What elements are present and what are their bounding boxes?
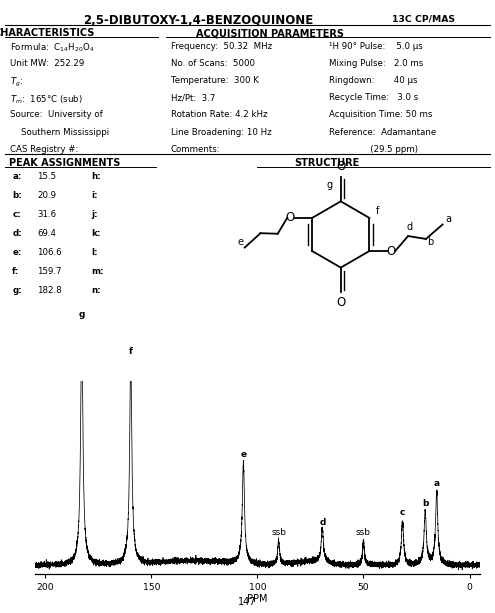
Text: b: b xyxy=(422,499,428,508)
Text: ssb: ssb xyxy=(356,528,371,536)
Text: f:: f: xyxy=(12,267,20,276)
Text: e: e xyxy=(241,451,247,459)
Text: d:: d: xyxy=(12,229,22,238)
Text: ACQUISITION PARAMETERS: ACQUISITION PARAMETERS xyxy=(196,28,344,38)
Text: e: e xyxy=(238,237,244,246)
Text: PEAK ASSIGNMENTS: PEAK ASSIGNMENTS xyxy=(9,158,120,168)
Text: Ringdown:       40 μs: Ringdown: 40 μs xyxy=(329,76,418,85)
Text: l:: l: xyxy=(92,248,98,257)
Text: $T_g$:: $T_g$: xyxy=(10,76,23,89)
Text: 15.5: 15.5 xyxy=(37,172,56,181)
Text: CAS Registry #:: CAS Registry #: xyxy=(10,145,78,154)
Text: Rotation Rate: 4.2 kHz: Rotation Rate: 4.2 kHz xyxy=(171,110,267,120)
Text: O: O xyxy=(336,296,346,309)
Text: 69.4: 69.4 xyxy=(37,229,56,238)
Text: k:: k: xyxy=(92,229,101,238)
Text: No. of Scans:  5000: No. of Scans: 5000 xyxy=(171,59,255,68)
Text: g: g xyxy=(79,310,85,319)
Text: a: a xyxy=(446,214,451,224)
Text: Comments:: Comments: xyxy=(171,145,220,154)
Text: 31.6: 31.6 xyxy=(37,210,56,219)
Text: O: O xyxy=(336,160,346,173)
Text: ssb: ssb xyxy=(271,528,286,536)
Text: Source:  University of: Source: University of xyxy=(10,110,102,120)
Text: c:: c: xyxy=(12,210,21,219)
Text: Frequency:  50.32  MHz: Frequency: 50.32 MHz xyxy=(171,42,272,51)
X-axis label: PPM: PPM xyxy=(247,594,268,604)
Text: Reference:  Adamantane: Reference: Adamantane xyxy=(329,128,437,137)
Text: 182.8: 182.8 xyxy=(37,286,62,295)
Text: O: O xyxy=(286,211,295,224)
Text: O: O xyxy=(387,245,396,257)
Text: b: b xyxy=(427,237,434,246)
Text: b:: b: xyxy=(12,191,22,200)
Text: Mixing Pulse:   2.0 ms: Mixing Pulse: 2.0 ms xyxy=(329,59,423,68)
Text: 20.9: 20.9 xyxy=(37,191,56,200)
Text: Acquisition Time: 50 ms: Acquisition Time: 50 ms xyxy=(329,110,433,120)
Text: 147: 147 xyxy=(238,597,257,607)
Text: CHARACTERISTICS: CHARACTERISTICS xyxy=(0,28,95,38)
Text: m:: m: xyxy=(92,267,104,276)
Text: $T_m$:  165°C (sub): $T_m$: 165°C (sub) xyxy=(10,93,83,105)
Text: Hz/Pt:  3.7: Hz/Pt: 3.7 xyxy=(171,93,215,102)
Text: a:: a: xyxy=(12,172,22,181)
Text: Recycle Time:   3.0 s: Recycle Time: 3.0 s xyxy=(329,93,418,102)
Text: e:: e: xyxy=(12,248,22,257)
Text: n:: n: xyxy=(92,286,101,295)
Text: 13C CP/MAS: 13C CP/MAS xyxy=(392,14,455,23)
Text: STRUCTURE: STRUCTURE xyxy=(294,158,359,168)
Text: Southern Mississippi: Southern Mississippi xyxy=(10,128,109,137)
Text: (29.5 ppm): (29.5 ppm) xyxy=(329,145,418,154)
Text: Formula:  $\mathregular{C_{14}H_{20}O_4}$: Formula: $\mathregular{C_{14}H_{20}O_4}$ xyxy=(10,42,95,54)
Text: f: f xyxy=(376,205,379,216)
Text: d: d xyxy=(407,223,413,232)
Text: 106.6: 106.6 xyxy=(37,248,62,257)
Text: Line Broadening: 10 Hz: Line Broadening: 10 Hz xyxy=(171,128,271,137)
Text: 2,5-DIBUTOXY-1,4-BENZOQUINONE: 2,5-DIBUTOXY-1,4-BENZOQUINONE xyxy=(83,14,313,27)
Text: g:: g: xyxy=(12,286,22,295)
Text: Temperature:  300 K: Temperature: 300 K xyxy=(171,76,259,85)
Text: a: a xyxy=(434,479,440,489)
Text: i:: i: xyxy=(92,191,98,200)
Text: f: f xyxy=(129,346,133,356)
Text: g: g xyxy=(327,180,333,191)
Text: d: d xyxy=(319,518,326,527)
Text: j:: j: xyxy=(92,210,98,219)
Text: h:: h: xyxy=(92,172,101,181)
Text: c: c xyxy=(400,508,405,517)
Text: Unit MW:  252.29: Unit MW: 252.29 xyxy=(10,59,84,68)
Text: ¹H 90° Pulse:    5.0 μs: ¹H 90° Pulse: 5.0 μs xyxy=(329,42,423,51)
Text: 159.7: 159.7 xyxy=(37,267,61,276)
